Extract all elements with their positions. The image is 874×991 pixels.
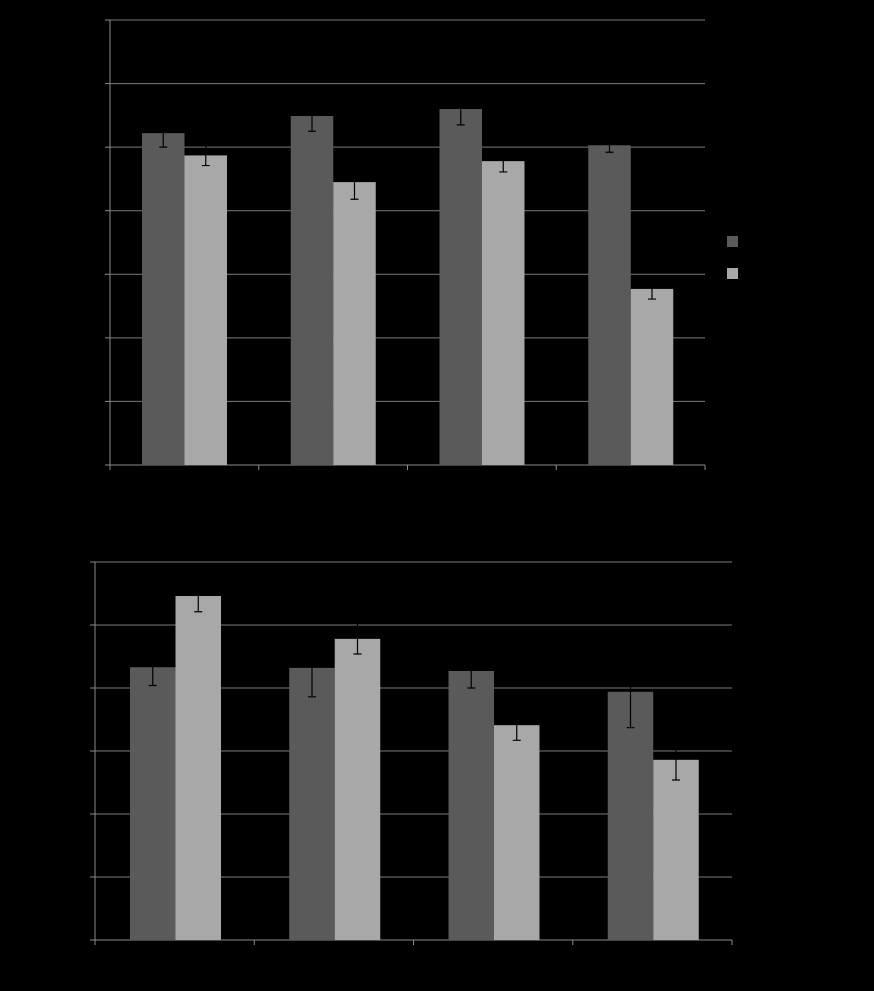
bar [290,115,334,465]
error-bar [159,118,168,148]
bar [142,133,185,465]
error-bar [672,739,680,781]
error-bar [512,709,521,741]
bar [130,667,176,940]
error-bar [350,164,359,200]
error-bar [499,149,508,173]
bar [175,596,221,940]
bar [630,288,674,465]
error-bar [626,655,635,729]
error-bar [308,638,316,698]
bar [588,145,631,465]
bar [439,109,482,465]
error-bar [194,579,203,613]
error-bar [201,144,210,167]
error-bar [605,137,614,153]
bar [448,670,494,940]
error-bar [467,653,476,689]
bar [184,155,227,465]
bar [482,161,525,465]
error-bar [148,648,157,687]
bar [334,638,381,940]
error-bar [648,278,656,300]
bar [494,725,540,940]
error-bar [308,100,316,132]
error-bar [456,92,465,126]
legend-swatch [727,236,738,247]
bar [289,667,335,940]
error-bar [353,623,362,655]
bar [607,691,654,940]
bar [653,759,699,940]
legend-swatch [727,268,738,279]
bar [333,182,376,465]
